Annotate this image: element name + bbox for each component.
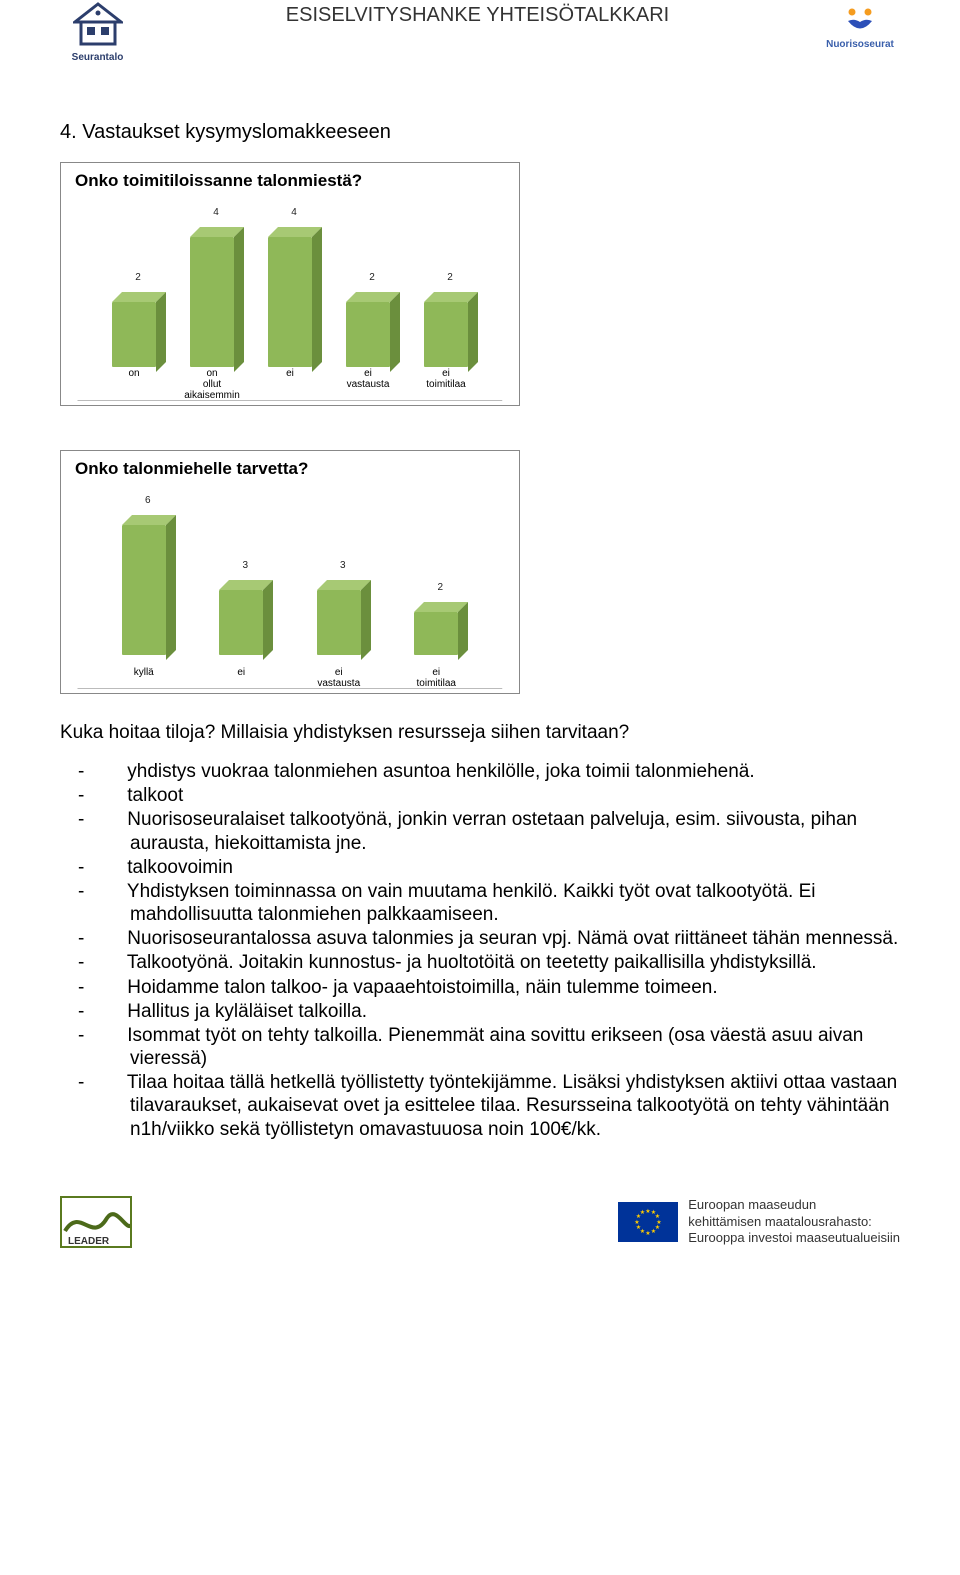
leader-icon: LEADER [60,1196,132,1248]
answer-text: yhdistys vuokraa talonmiehen asuntoa hen… [122,761,755,782]
logo-seurantalo-label: Seurantalo [60,52,135,63]
chart1-title: Onko toimitiloissanne talonmiestä? [75,171,509,191]
answer-item: - Nuorisoseuralaiset talkootyönä, jonkin… [104,808,900,854]
answer-text: Hoidamme talon talkoo- ja vapaaehtoistoi… [122,977,718,998]
answer-item: - Yhdistyksen toiminnassa on vain muutam… [104,880,900,926]
answer-item: - yhdistys vuokraa talonmiehen asuntoa h… [104,760,900,783]
bar-value-label: 3 [321,560,365,571]
page-footer: LEADER ★★★★★★★★★★★★ Euroopan maaseudun k… [0,1172,960,1258]
chart-bar: 3 [219,590,263,655]
house-icon [73,2,123,48]
question-heading: Kuka hoitaa tiloja? Millaisia yhdistykse… [60,722,900,744]
x-axis-label: eitoimitilaa [406,667,466,689]
bar-value-label: 4 [272,207,316,218]
chart1-plot: 24422 ononollut aikaisemmineieivastausta… [71,201,509,401]
chart-bar: 3 [317,590,361,655]
x-axis-label: eitoimitilaa [416,368,476,401]
answer-item: - Hallitus ja kyläläiset talkoilla. [104,1000,900,1023]
chart-tarve: Onko talonmiehelle tarvetta? 6332 kylläe… [60,450,520,694]
answer-item: - Tilaa hoitaa tällä hetkellä työllistet… [104,1071,900,1141]
answer-text: Nuorisoseurantalossa asuva talonmies ja … [122,928,898,949]
header-title: ESISELVITYSHANKE YHTEISÖTALKKARI [135,2,820,27]
bar-value-label: 3 [223,560,267,571]
logo-nuorisoseurat-label: Nuorisoseurat [820,39,900,50]
eu-line2: kehittämisen maatalousrahasto: [688,1214,900,1230]
eu-line1: Euroopan maaseudun [688,1197,900,1213]
answer-item: - Isommat työt on tehty talkoilla. Piene… [104,1024,900,1070]
answer-item: - Nuorisoseurantalossa asuva talonmies j… [104,927,900,950]
answer-text: Hallitus ja kyläläiset talkoilla. [122,1001,367,1022]
page-header: Seurantalo ESISELVITYSHANKE YHTEISÖTALKK… [60,0,900,71]
answer-item: - talkoovoimin [104,856,900,879]
answer-text: Yhdistyksen toiminnassa on vain muutama … [122,881,816,925]
chart-bar: 4 [268,237,312,367]
eu-line3: Eurooppa investoi maaseutualueisiin [688,1230,900,1246]
footer-eu: ★★★★★★★★★★★★ Euroopan maaseudun kehittäm… [618,1197,900,1246]
chart-bar: 2 [424,302,468,367]
answer-text: Tilaa hoitaa tällä hetkellä työllistetty… [122,1072,897,1139]
answer-text: talkoovoimin [122,857,233,878]
eu-flag-icon: ★★★★★★★★★★★★ [618,1202,678,1242]
chart-bar: 2 [346,302,390,367]
chart2-plot: 6332 kylläeieivastaustaeitoimitilaa [71,489,509,689]
x-axis-label: ei [211,667,271,689]
footer-eu-text: Euroopan maaseudun kehittämisen maatalou… [688,1197,900,1246]
answer-item: - Hoidamme talon talkoo- ja vapaaehtoist… [104,976,900,999]
x-axis-label: kyllä [114,667,174,689]
chart-bar: 6 [122,525,166,655]
section-title: 4. Vastaukset kysymyslomakkeeseen [60,121,900,144]
chart-bar: 2 [414,612,458,655]
bar-value-label: 6 [126,495,170,506]
answer-text: Nuorisoseuralaiset talkootyönä, jonkin v… [122,809,857,853]
chart-bar: 4 [190,237,234,367]
leader-label-text: LEADER [68,1236,110,1247]
x-axis-label: eivastausta [338,368,398,401]
bar-value-label: 2 [116,272,160,283]
bar-value-label: 2 [418,582,462,593]
bar-value-label: 4 [194,207,238,218]
answer-text: talkoot [122,785,183,806]
bar-value-label: 2 [428,272,472,283]
x-axis-label: ei [260,368,320,401]
bar-value-label: 2 [350,272,394,283]
logo-seurantalo: Seurantalo [60,2,135,63]
x-axis-label: onollut aikaisemmin [182,368,242,401]
answer-text: Isommat työt on tehty talkoilla. Pienemm… [122,1025,863,1069]
answer-text: Talkootyönä. Joitakin kunnostus- ja huol… [122,952,817,973]
x-axis-label: on [104,368,164,401]
nuorisoseurat-icon [842,6,878,36]
answer-item: - talkoot [104,784,900,807]
chart2-title: Onko talonmiehelle tarvetta? [75,459,509,479]
answer-item: - Talkootyönä. Joitakin kunnostus- ja hu… [104,951,900,974]
x-axis-label: eivastausta [309,667,369,689]
chart-talonmies: Onko toimitiloissanne talonmiestä? 24422… [60,162,520,406]
footer-leader: LEADER [60,1196,132,1248]
answers-list: - yhdistys vuokraa talonmiehen asuntoa h… [60,760,900,1141]
chart-bar: 2 [112,302,156,367]
logo-nuorisoseurat: Nuorisoseurat [820,2,900,50]
